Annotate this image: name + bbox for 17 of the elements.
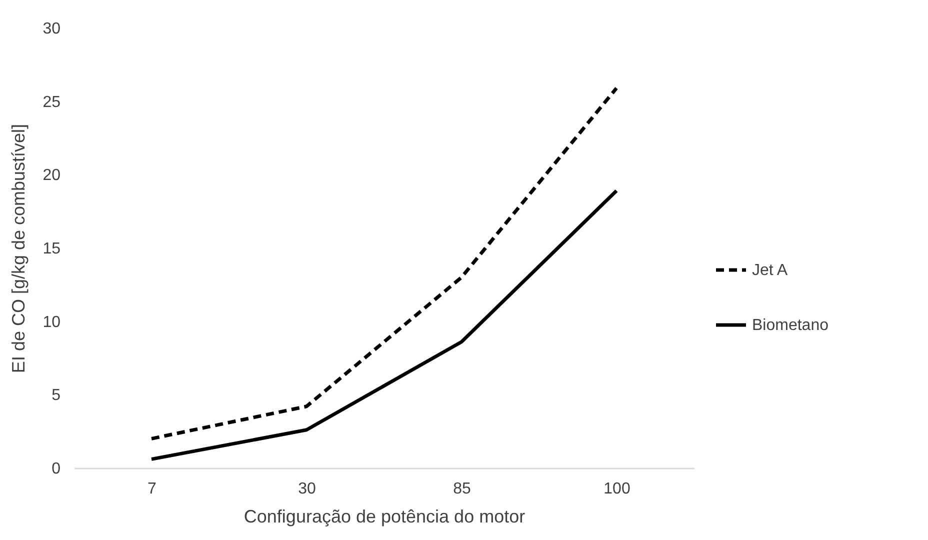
legend-label: Jet A bbox=[752, 262, 788, 279]
line-series bbox=[150, 189, 618, 461]
y-tick-label: 30 bbox=[42, 20, 61, 38]
y-tick-label: 0 bbox=[52, 460, 61, 478]
line-series bbox=[150, 86, 618, 440]
x-tick-label: 30 bbox=[298, 480, 316, 498]
y-axis-title: EI de CO [g/kg de combustível] bbox=[8, 124, 29, 374]
y-tick-label: 25 bbox=[42, 94, 61, 111]
x-tick-label: 85 bbox=[453, 480, 471, 498]
x-tick-label: 100 bbox=[604, 480, 630, 498]
legend-label: Biometano bbox=[752, 317, 829, 334]
y-tick-label: 10 bbox=[42, 314, 61, 331]
x-tick-label: 7 bbox=[148, 480, 157, 498]
y-tick-label: 15 bbox=[42, 240, 61, 258]
y-tick-label: 5 bbox=[52, 387, 61, 404]
y-tick-label: 20 bbox=[42, 167, 61, 184]
x-axis-title: Configuração de potência do motor bbox=[244, 506, 526, 526]
